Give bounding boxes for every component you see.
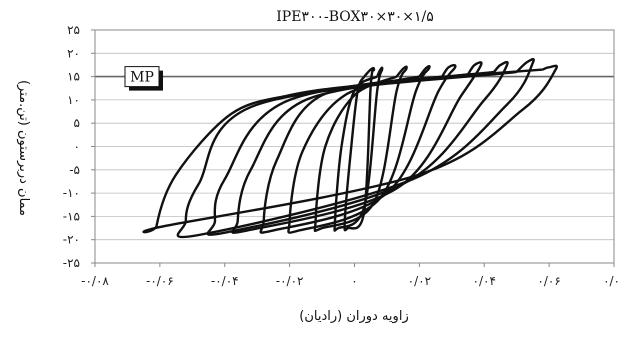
tick-labels: -۲۵ -۲۰ -۱۵ -۱۰ -۵ ۰ ۵ ۱۰ ۱۵ ۲۰ ۲۵ -۰/۰۸ -۰/۰۶ -۰/۰۴ -… bbox=[63, 23, 620, 288]
x-tick-label: ۰/۰۴ bbox=[473, 274, 496, 288]
hysteresis-loop bbox=[259, 63, 457, 234]
chart-title: IPE۳۰۰-BOX۳۰×۳۰×۱/۵ bbox=[276, 9, 434, 25]
y-tick-label: -۲۵ bbox=[63, 256, 80, 270]
hysteresis-loop bbox=[343, 66, 376, 232]
hysteresis-loop bbox=[176, 57, 535, 239]
hysteresis-loop bbox=[142, 64, 558, 234]
hysteresis-loop bbox=[231, 61, 483, 234]
y-tick-label: ۲۰ bbox=[67, 46, 80, 60]
y-tick-label: -۱۰ bbox=[63, 186, 80, 200]
y-tick-label: -۲۰ bbox=[63, 233, 80, 247]
hysteresis-loop bbox=[313, 65, 408, 233]
y-tick-label: ۱۰ bbox=[67, 93, 80, 107]
x-tick-label: ۰/۰۶ bbox=[537, 274, 560, 288]
x-tick-label: ۰/۰ bbox=[603, 274, 620, 288]
y-tick-label: ۲۵ bbox=[67, 23, 80, 37]
x-tick-label: ۰ bbox=[351, 274, 357, 288]
hysteresis-loop bbox=[287, 65, 431, 234]
x-tick-label: -۰/۰۲ bbox=[276, 274, 304, 288]
mp-label-box bbox=[124, 66, 160, 88]
hysteresis-loop bbox=[206, 60, 509, 236]
x-tick-label: -۰/۰۴ bbox=[211, 274, 239, 288]
x-tick-label: -۰/۰۸ bbox=[81, 274, 109, 288]
x-axis-label: زاویه دوران (رادیان) bbox=[299, 309, 408, 324]
mp-label: MP bbox=[130, 70, 154, 86]
x-tick-label: ۰/۰۲ bbox=[408, 274, 431, 288]
x-tick-label: -۰/۰۶ bbox=[146, 274, 174, 288]
y-axis-label: ممان دربرستون (تن.متر) bbox=[16, 80, 31, 216]
y-tick-label: -۵ bbox=[69, 163, 80, 177]
hysteresis-loops bbox=[142, 57, 558, 239]
hysteresis-loop bbox=[333, 66, 384, 232]
y-tick-label: -۱۵ bbox=[63, 209, 80, 223]
y-tick-label: ۵ bbox=[74, 116, 80, 130]
y-tick-label: ۱۵ bbox=[67, 70, 80, 84]
y-tick-label: ۰ bbox=[74, 140, 80, 154]
